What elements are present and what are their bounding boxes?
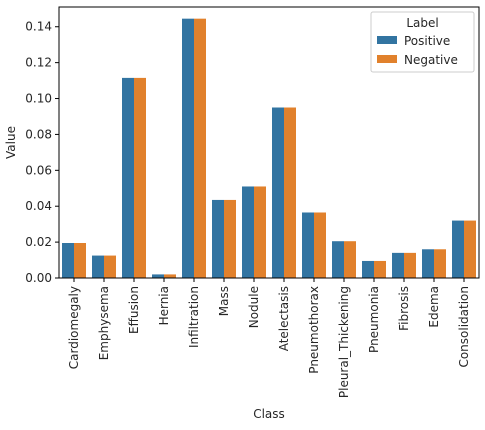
bar-negative-mass — [224, 199, 236, 278]
bar-negative-nodule — [254, 186, 266, 278]
x-tick-label: Fibrosis — [397, 286, 411, 331]
legend-label-negative: Negative — [404, 53, 458, 67]
y-axis: 0.00 0.02 0.04 0.06 0.08 0.10 0.12 0.14 — [25, 20, 59, 285]
bar-positive-infiltration — [182, 18, 194, 278]
bar-negative-infiltration — [194, 18, 206, 278]
bar-negative-edema — [434, 249, 446, 278]
y-tick-label: 0.06 — [25, 163, 52, 177]
y-axis-title: Value — [4, 126, 18, 159]
x-tick-label: Emphysema — [97, 286, 111, 360]
bar-positive-mass — [212, 199, 224, 278]
y-tick-label: 0.14 — [25, 20, 52, 34]
x-tick-label: Hernia — [157, 286, 171, 325]
bar-negative-cardiomegaly — [74, 243, 86, 278]
bar-negative-consolidation — [464, 220, 476, 278]
x-axis-title: Class — [253, 407, 285, 421]
bar-positive-nodule — [242, 186, 254, 278]
bar-positive-hernia — [152, 274, 164, 278]
x-tick-label: Mass — [217, 286, 231, 316]
x-tick-label: Pneumonia — [367, 286, 381, 353]
bar-positive-atelectasis — [272, 107, 284, 278]
y-tick-label: 0.04 — [25, 199, 52, 213]
y-tick-label: 0.00 — [25, 271, 52, 285]
bar-positive-emphysema — [92, 255, 104, 278]
bar-positive-edema — [422, 249, 434, 278]
bar-positive-pneumonia — [362, 260, 374, 278]
plot-frame — [58, 6, 480, 279]
legend-label-positive: Positive — [404, 34, 450, 48]
x-tick-label: Consolidation — [457, 286, 471, 368]
legend-title: Label — [406, 16, 438, 30]
x-tick-label: Atelectasis — [277, 286, 291, 351]
legend-swatch-negative — [377, 55, 397, 63]
y-tick-label: 0.02 — [25, 235, 52, 249]
bar-negative-atelectasis — [284, 107, 296, 278]
bar-negative-pleural_thickening — [344, 241, 356, 278]
bar-positive-fibrosis — [392, 252, 404, 278]
bar-negative-fibrosis — [404, 252, 416, 278]
bar-positive-consolidation — [452, 220, 464, 278]
y-tick-label: 0.10 — [25, 92, 52, 106]
bar-positive-pleural_thickening — [332, 241, 344, 278]
bar-negative-effusion — [134, 77, 146, 278]
x-tick-label: Effusion — [127, 286, 141, 334]
bar-positive-pneumothorax — [302, 212, 314, 278]
x-tick-label: Pneumothorax — [307, 286, 321, 374]
bar-positive-effusion — [122, 77, 134, 278]
bar-positive-cardiomegaly — [62, 243, 74, 278]
y-tick-label: 0.12 — [25, 56, 52, 70]
x-tick-label: Cardiomegaly — [67, 286, 81, 369]
bar-negative-pneumonia — [374, 260, 386, 278]
bar-negative-pneumothorax — [314, 212, 326, 278]
x-axis: Cardiomegaly Emphysema Effusion Hernia Infil… — [67, 278, 471, 398]
legend-swatch-positive — [377, 36, 397, 44]
x-tick-label: Nodule — [247, 286, 261, 328]
bars-layer — [62, 18, 476, 278]
x-tick-label: Pleural_Thickening — [337, 286, 351, 398]
bar-negative-hernia — [164, 274, 176, 278]
legend: Label Positive Negative — [370, 11, 475, 73]
x-tick-label: Infiltration — [187, 286, 201, 348]
bar-negative-emphysema — [104, 255, 116, 278]
y-tick-label: 0.08 — [25, 127, 52, 141]
x-tick-label: Edema — [427, 286, 441, 328]
